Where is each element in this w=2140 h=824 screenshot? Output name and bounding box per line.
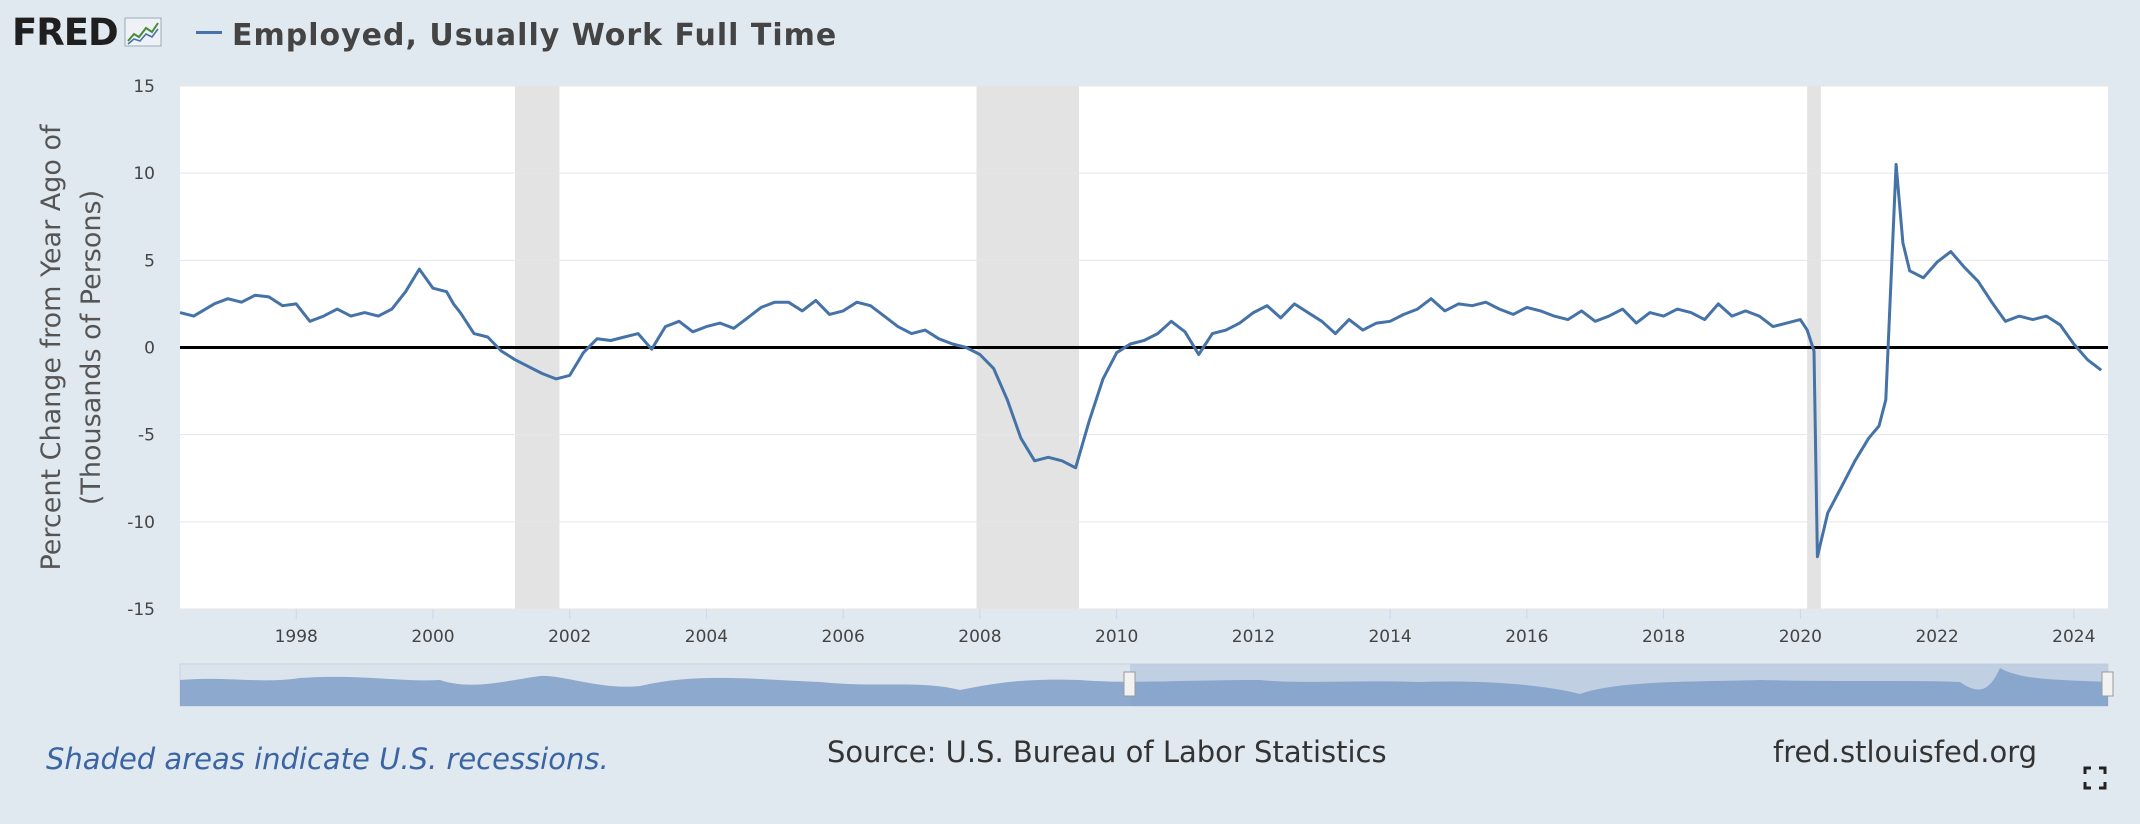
x-tick-label: 2014	[1368, 627, 1411, 647]
y-tick-label: -10	[127, 513, 155, 533]
site-link[interactable]: fred.stlouisfed.org	[1773, 735, 2038, 769]
range-navigator[interactable]	[179, 663, 2114, 707]
chart-title: Employed, Usually Work Full Time	[232, 18, 838, 53]
legend-swatch	[196, 31, 222, 34]
x-tick-label: 2024	[2052, 627, 2095, 647]
navigator-handle-left[interactable]	[1123, 671, 1136, 697]
y-tick-label: -15	[127, 600, 155, 620]
x-tick-label: 2020	[1779, 627, 1822, 647]
y-axis-label-line-1: Percent Change from Year Ago of	[36, 123, 67, 571]
y-axis-ticks: 15 10 5 0 -5 -10 -15	[127, 77, 155, 620]
y-tick-label: 5	[144, 251, 155, 271]
fred-logo[interactable]: FRED	[12, 10, 162, 54]
y-tick-label: -5	[138, 426, 155, 446]
x-tick-label: 2012	[1232, 627, 1275, 647]
navigator-handle-right[interactable]	[2101, 671, 2114, 697]
x-tick-label: 2010	[1095, 627, 1138, 647]
series-line	[179, 162, 2103, 559]
source-text: Source: U.S. Bureau of Labor Statistics	[827, 735, 1387, 769]
x-axis-ticks: 1998 2000 2002 2004 2006 2008 2010 2012 2014 2016…	[275, 609, 2095, 647]
y-tick-label: 0	[144, 339, 155, 359]
x-tick-label: 2000	[411, 627, 454, 647]
chart: 15 10 5 0 -5 -10 -15 1998 2000 2002 2004 2006 2008 2…	[36, 77, 2114, 707]
logo-text: FRED	[12, 10, 119, 54]
navigator-series	[180, 668, 2108, 706]
y-axis-label-line-2: (Thousands of Persons)	[76, 190, 107, 505]
x-tick-label: 2022	[1915, 627, 1958, 647]
x-tick-label: 2018	[1642, 627, 1685, 647]
x-tick-label: 2008	[958, 627, 1001, 647]
recession-note: Shaded areas indicate U.S. recessions.	[46, 742, 609, 776]
x-tick-label: 1998	[275, 627, 318, 647]
x-tick-label: 2004	[685, 627, 728, 647]
x-tick-label: 2006	[822, 627, 865, 647]
x-tick-label: 2016	[1505, 627, 1548, 647]
y-tick-label: 10	[133, 164, 155, 184]
x-tick-label: 2002	[548, 627, 591, 647]
fullscreen-icon[interactable]	[2083, 766, 2107, 790]
chart-header: Employed, Usually Work Full Time	[196, 18, 837, 53]
y-tick-label: 15	[133, 77, 155, 97]
chart-line-icon	[124, 17, 162, 47]
